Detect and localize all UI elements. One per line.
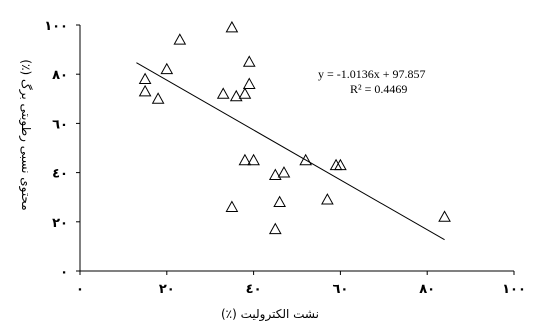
data-point	[138, 72, 152, 85]
data-point	[229, 89, 243, 102]
data-point	[225, 20, 239, 33]
axes	[79, 25, 514, 272]
trendline	[136, 62, 445, 241]
y-axis-title: محتوی نسبی رطوبتی برگ (٪)	[18, 59, 33, 210]
data-point	[277, 166, 291, 178]
data-point	[225, 200, 239, 212]
y-tick-label: ١٠٠	[44, 19, 68, 34]
data-point	[160, 62, 174, 75]
ticks: ٠ ٢٠ ٤٠ ٦٠ ٨٠ ١٠٠ ٠ ٢٠ ٤٠ ٦٠ ٨٠ ١٠٠	[44, 19, 526, 297]
data-point	[173, 33, 187, 45]
x-tick-label: ٨٠	[419, 282, 435, 297]
data-point	[238, 87, 252, 99]
trendline-group	[136, 62, 445, 241]
data-point	[321, 193, 334, 205]
r-squared-label: R² = 0.4469	[350, 82, 407, 96]
data-point	[242, 55, 256, 67]
y-tick-label: ٠	[60, 265, 68, 280]
data-point	[242, 77, 256, 89]
x-tick-label: ٦٠	[332, 282, 348, 297]
data-point	[247, 153, 260, 166]
data-point	[268, 222, 282, 235]
y-tick-label: ٨٠	[52, 68, 68, 83]
markers	[138, 20, 451, 235]
y-tick-label: ٢٠	[52, 216, 68, 231]
data-point	[216, 87, 230, 99]
data-point	[273, 195, 286, 208]
data-point	[151, 92, 165, 104]
regression-equation: y = -1.0136x + 97.857	[318, 67, 426, 81]
data-point	[438, 210, 451, 222]
data-point	[334, 158, 347, 171]
data-point	[138, 84, 152, 97]
data-point	[299, 153, 313, 166]
y-tick-label: ٤٠	[52, 167, 68, 182]
x-tick-label: ٠	[76, 282, 84, 297]
data-point	[268, 168, 282, 180]
x-axis-title: نشت الکترولیت (٪)	[221, 307, 319, 322]
x-tick-label: ٢٠	[159, 282, 175, 297]
x-tick-label: ٤٠	[246, 282, 262, 297]
y-tick-label: ٦٠	[52, 117, 68, 132]
x-tick-label: ١٠٠	[502, 282, 526, 297]
data-point	[238, 153, 252, 166]
